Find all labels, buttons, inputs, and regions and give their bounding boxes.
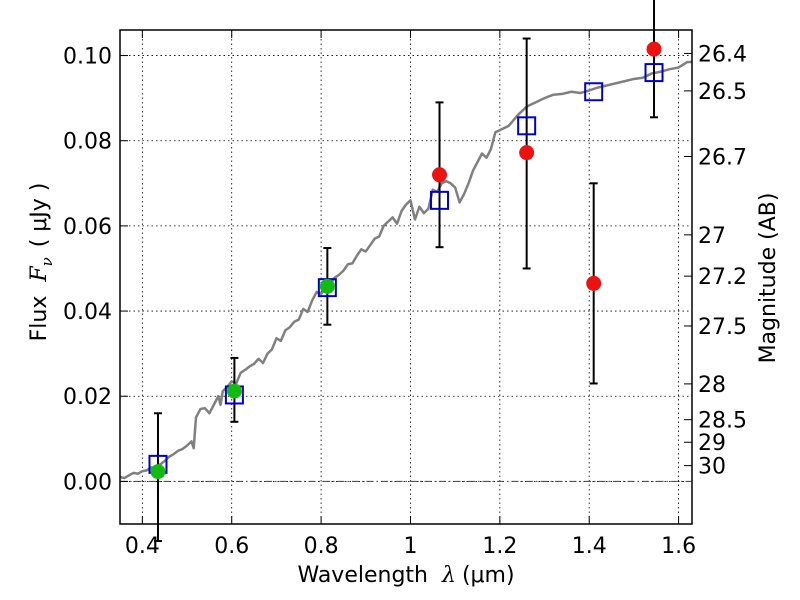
plot-frame (119, 29, 693, 525)
green-data-point (150, 464, 166, 480)
x-tick-label: 1.6 (661, 534, 696, 559)
x-tick-label: 1.4 (572, 534, 607, 559)
model-photometry-square (584, 82, 604, 102)
y2-tick-label: 30 (698, 455, 726, 480)
red-data-point (586, 275, 602, 291)
y-tick-label: 0.02 (63, 385, 112, 410)
green-data-point (319, 278, 335, 294)
y2-tick-label: 26.4 (698, 42, 747, 67)
point-layer (150, 41, 662, 480)
x-axis-title-unit: (μm) (462, 563, 515, 588)
y-axis-title-subscript: ν (38, 257, 56, 266)
y2-tick-label: 28.5 (698, 409, 747, 434)
y-tick-label: 0.04 (63, 300, 112, 325)
x-tick-label: 0.8 (304, 534, 339, 559)
y-axis-title-symbol: F (27, 266, 52, 283)
y2-tick-label: 26.7 (698, 145, 747, 170)
y-tick-label: 0.10 (63, 45, 112, 70)
model-layer (119, 60, 692, 480)
model-photometry-square (430, 190, 450, 210)
x-tick-label: 0.6 (214, 534, 249, 559)
x-tick-label: 0.4 (125, 534, 160, 559)
tick-layer (120, 30, 692, 524)
red-data-point (432, 167, 448, 183)
x-tick-label: 1 (403, 534, 417, 559)
y2-tick-label: 26.5 (698, 80, 747, 105)
y-axis-title: Flux Fν ( μJy ) (27, 183, 56, 342)
ticklabel-layer: 0.4 0.6 0.8 1 1.2 1.4 1.6 0.00 0.02 0.04 0.06 0.08 0… (63, 42, 747, 559)
red-data-point (646, 41, 662, 57)
y-tick-label: 0.08 (63, 130, 112, 155)
red-data-point (519, 145, 535, 161)
x-axis-title-symbol: λ (441, 563, 456, 588)
y-axis-title-unit: ( μJy ) (27, 183, 52, 248)
model-spectrum-line (119, 60, 692, 480)
y-tick-label: 0.06 (63, 215, 112, 240)
x-tick-label: 1.2 (482, 534, 517, 559)
y-tick-label: 0.00 (63, 470, 112, 495)
x-axis-title: Wavelength λ (μm) (297, 563, 514, 588)
y2-tick-label: 29 (698, 431, 726, 456)
green-data-point (226, 383, 242, 399)
plot-background (120, 30, 692, 524)
x-axis-title-text: Wavelength (297, 563, 428, 588)
y2-tick-label: 28 (698, 373, 726, 398)
model-photometry-square (644, 63, 664, 83)
square-layer (148, 63, 664, 474)
y-axis-title-text: Flux (27, 296, 52, 342)
y2-axis-title: Magnitude (AB) (756, 193, 781, 364)
y2-tick-label: 27 (698, 224, 726, 249)
model-photometry-square (517, 116, 537, 136)
grid-layer (120, 30, 692, 524)
y2-tick-label: 27.5 (698, 315, 747, 340)
y2-tick-label: 27.2 (698, 265, 747, 290)
